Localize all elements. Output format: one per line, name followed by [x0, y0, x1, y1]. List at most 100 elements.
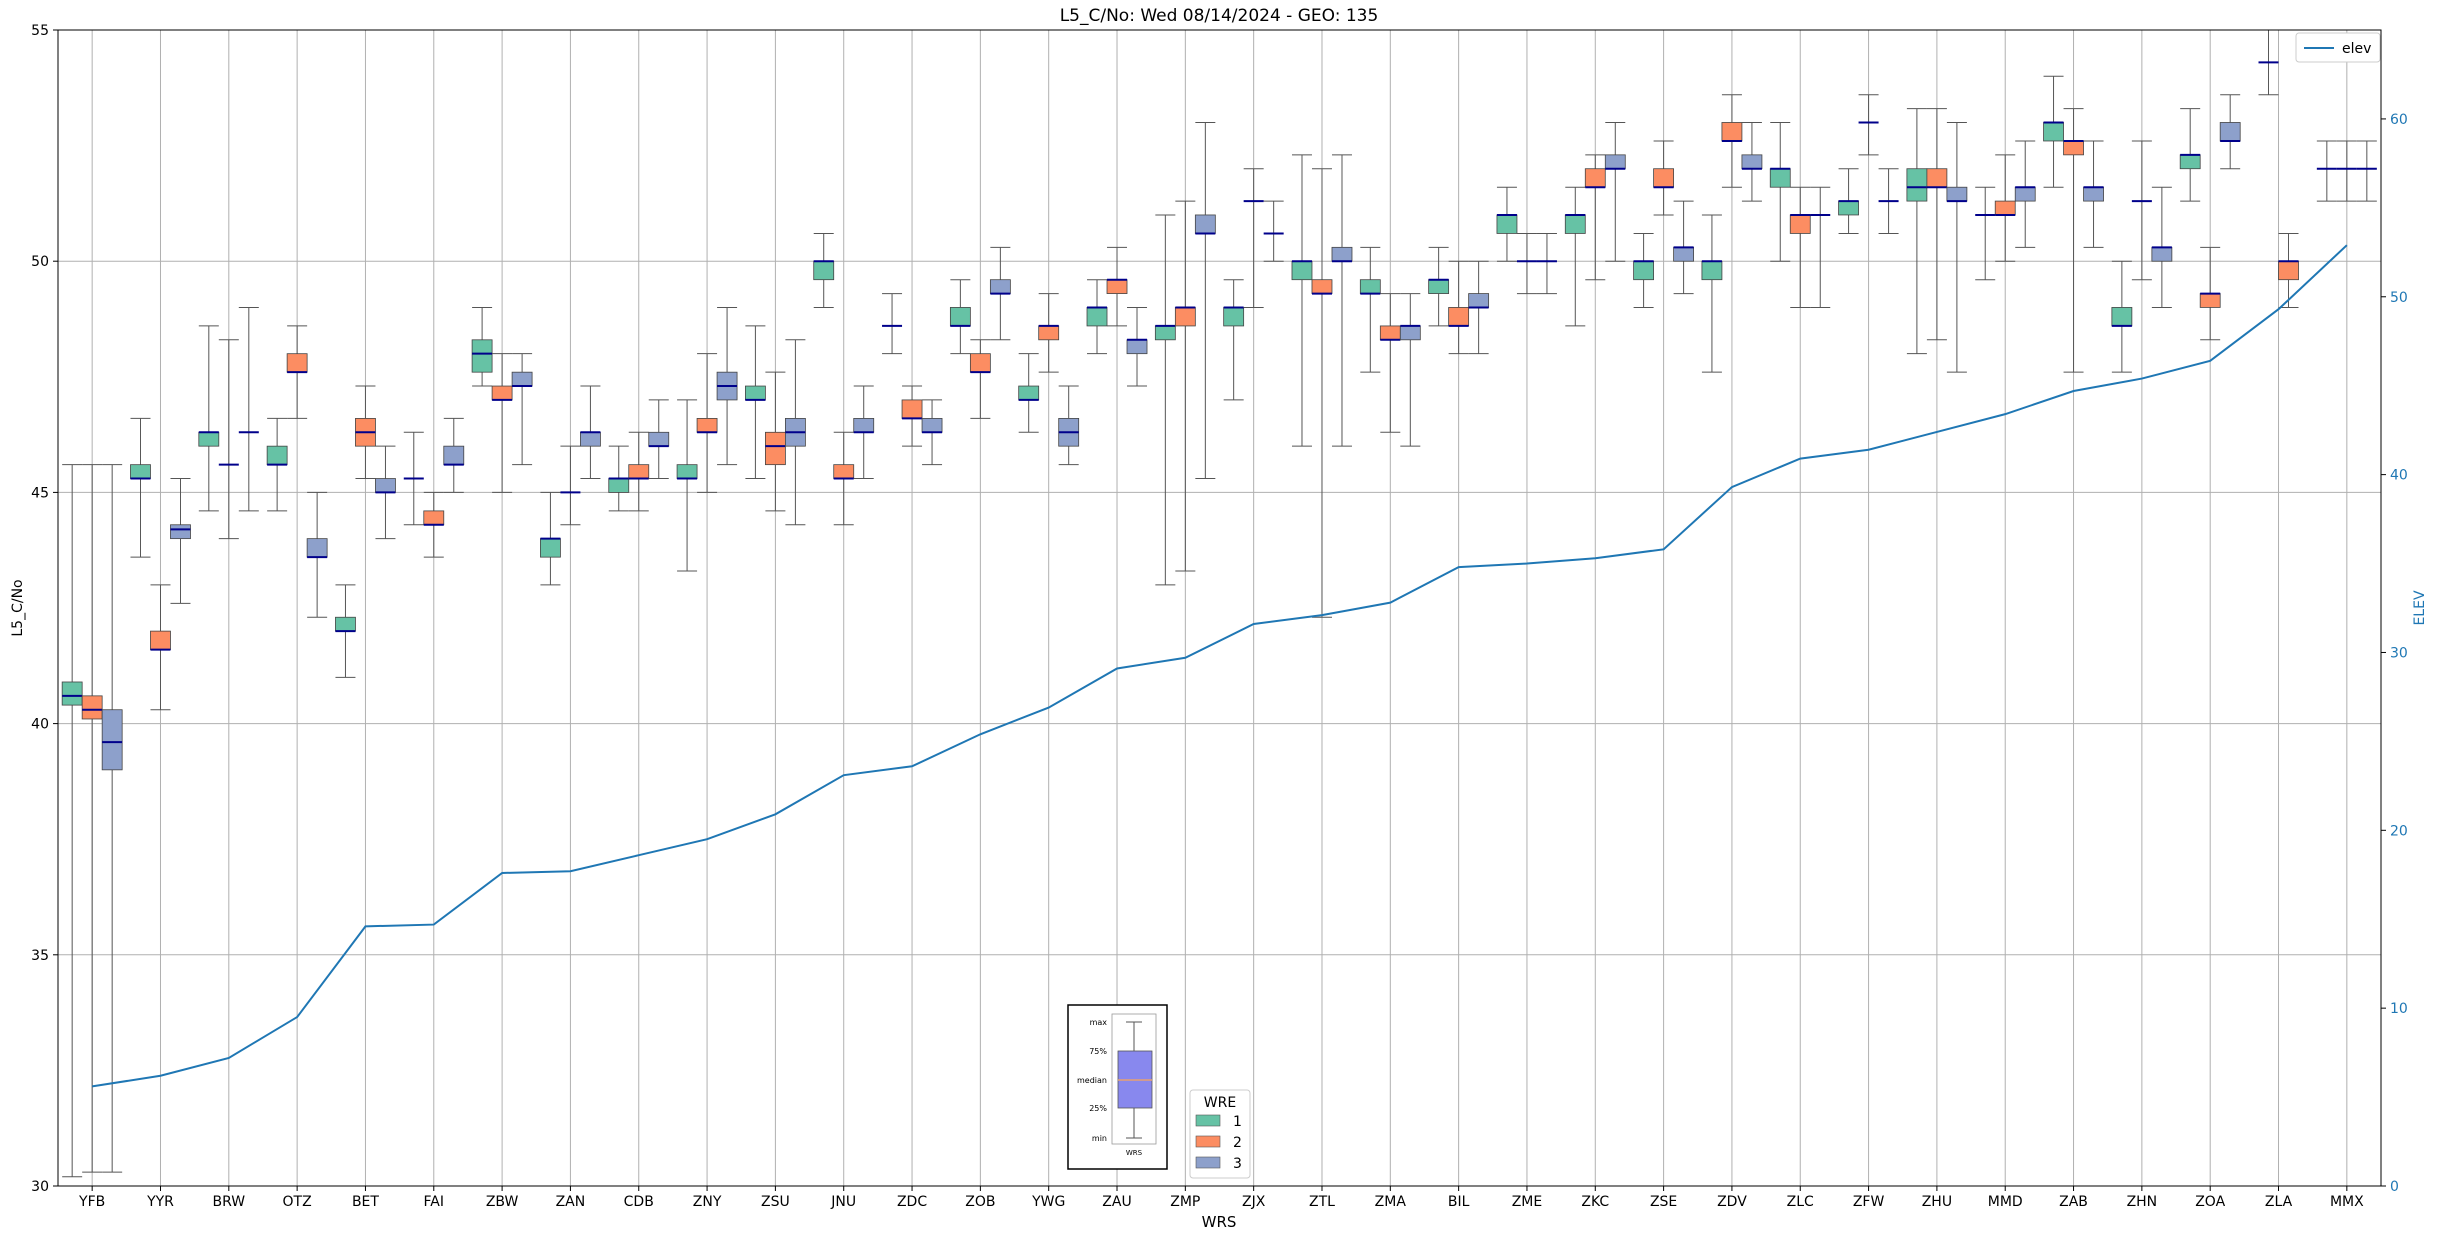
- wre-legend-label-2: 2: [1233, 1135, 1242, 1151]
- y-axis-label: L5_C/No: [10, 579, 26, 636]
- box-ZAB: [2083, 186, 2104, 202]
- box-ZTL: [1331, 246, 1353, 262]
- box-YFB: [101, 709, 123, 771]
- x-tick-label-MMX: MMX: [2330, 1194, 2364, 1210]
- x-tick-label-ZMA: ZMA: [1375, 1194, 1407, 1210]
- box-ZDV: [1741, 154, 1763, 170]
- box-BIL: [1428, 279, 1450, 294]
- elev-legend-label: elev: [2342, 41, 2371, 57]
- box-ZOA: [2179, 154, 2201, 170]
- elevation-line-layer: [92, 244, 2348, 1088]
- box-BIL: [1448, 307, 1470, 327]
- x-tick-label-ZNY: ZNY: [693, 1194, 722, 1210]
- box-ZOA: [2199, 293, 2221, 308]
- box-ZNY: [676, 464, 698, 479]
- box-ZDC: [921, 418, 943, 433]
- box-ZSU: [764, 431, 786, 466]
- box-ZLC: [1769, 168, 1791, 188]
- box-ZNY: [696, 418, 718, 433]
- box-ZAN: [580, 431, 601, 447]
- box-ZHN: [2151, 246, 2173, 262]
- box-ZMA: [1399, 325, 1421, 341]
- y-tick-label: 55: [31, 23, 49, 39]
- axes-layer: 30 35 40 45 50 55 0 10 20 30 40 50 60 YFB YYR BRW OTZ BET…: [31, 23, 2408, 1210]
- x-tick-label-BET: BET: [352, 1194, 379, 1210]
- key-label-75: 75%: [1089, 1047, 1107, 1056]
- box-ZLA: [2278, 260, 2299, 281]
- x-tick-label-FAI: FAI: [424, 1194, 444, 1210]
- x-tick-label-CDB: CDB: [624, 1194, 654, 1210]
- elev-legend: elev: [2295, 32, 2381, 63]
- x-tick-label-JNU: JNU: [830, 1194, 856, 1210]
- y2-tick-label: 50: [2390, 290, 2408, 306]
- x-axis-label: WRS: [1202, 1213, 1237, 1231]
- elev-legend-frame: [2295, 32, 2381, 63]
- box-JNU: [813, 260, 835, 281]
- box-ZSE: [1673, 246, 1695, 262]
- x-tick-label-ZDV: ZDV: [1717, 1194, 1747, 1210]
- box-ZDC: [901, 399, 923, 419]
- box-OTZ: [286, 353, 308, 373]
- box-ZOB: [989, 279, 1011, 294]
- box-YWG: [1038, 325, 1060, 341]
- key-label-25: 25%: [1089, 1104, 1107, 1113]
- x-tick-label-YFB: YFB: [78, 1194, 105, 1210]
- box-ZHN: [2111, 307, 2133, 327]
- x-tick-label-MMD: MMD: [1988, 1194, 2023, 1210]
- box-YYR: [150, 630, 171, 651]
- box-CDB: [628, 464, 650, 479]
- box-ZKC: [1604, 154, 1626, 170]
- y2-tick-label: 40: [2390, 468, 2408, 484]
- box-ZSE: [1633, 260, 1655, 281]
- box-ZMA: [1379, 325, 1401, 341]
- grid-lines: [58, 29, 2381, 1187]
- x-tick-label-ZOB: ZOB: [965, 1194, 995, 1210]
- x-tick-label-ZMP: ZMP: [1170, 1194, 1200, 1210]
- y2-tick-label: 20: [2390, 823, 2408, 839]
- x-tick-label-ZLA: ZLA: [2265, 1194, 2293, 1210]
- box-key-inset: max 75% median 25% min WRS: [1067, 1004, 1168, 1170]
- y-tick-label: 45: [31, 485, 49, 501]
- y2-tick-label: 10: [2390, 1001, 2408, 1017]
- x-tick-label-ZDC: ZDC: [897, 1194, 927, 1210]
- x-tick-label-ZOA: ZOA: [2195, 1194, 2225, 1210]
- box-ZTL: [1311, 279, 1333, 294]
- box-YWG: [1018, 385, 1040, 401]
- box-ZMA: [1359, 279, 1381, 294]
- x-tick-label-ZAU: ZAU: [1102, 1194, 1131, 1210]
- box-ZAU: [1086, 307, 1108, 327]
- wre-legend-title: WRE: [1204, 1095, 1236, 1111]
- box-ZBW: [511, 371, 533, 387]
- box-FAI: [423, 510, 445, 526]
- wre-legend-frame: [1189, 1089, 1251, 1179]
- box-ZDV: [1721, 122, 1743, 142]
- x-tick-label-OTZ: OTZ: [283, 1194, 312, 1210]
- x-tick-label-ZBW: ZBW: [486, 1194, 519, 1210]
- x-tick-label-ZAN: ZAN: [556, 1194, 586, 1210]
- box-ZLC: [1789, 214, 1811, 234]
- box-ZAN: [540, 538, 561, 558]
- y-tick-label: 30: [31, 1179, 49, 1195]
- x-tick-label-ZFW: ZFW: [1853, 1194, 1885, 1210]
- box-CDB: [608, 478, 630, 493]
- box-JNU: [833, 464, 855, 479]
- box-BET: [375, 478, 396, 493]
- x-tick-label-YWG: YWG: [1031, 1194, 1065, 1210]
- box-ZAB: [2063, 140, 2084, 156]
- box-YYR: [130, 464, 151, 479]
- x-tick-label-ZSE: ZSE: [1650, 1194, 1677, 1210]
- box-OTZ: [306, 538, 328, 558]
- box-ZKC: [1564, 214, 1586, 234]
- key-label-max: max: [1090, 1018, 1108, 1027]
- box-ZKC: [1584, 168, 1606, 188]
- key-label-median: median: [1077, 1076, 1107, 1085]
- box-BRW: [198, 431, 220, 447]
- box-YFB: [81, 695, 103, 720]
- wre-legend-label-1: 1: [1233, 1114, 1242, 1130]
- box-ZME: [1496, 214, 1518, 234]
- box-MMD: [2014, 186, 2036, 202]
- secondary-y-axis-label: ELEV: [2412, 590, 2428, 625]
- key-box-xlabel: WRS: [1126, 1149, 1143, 1157]
